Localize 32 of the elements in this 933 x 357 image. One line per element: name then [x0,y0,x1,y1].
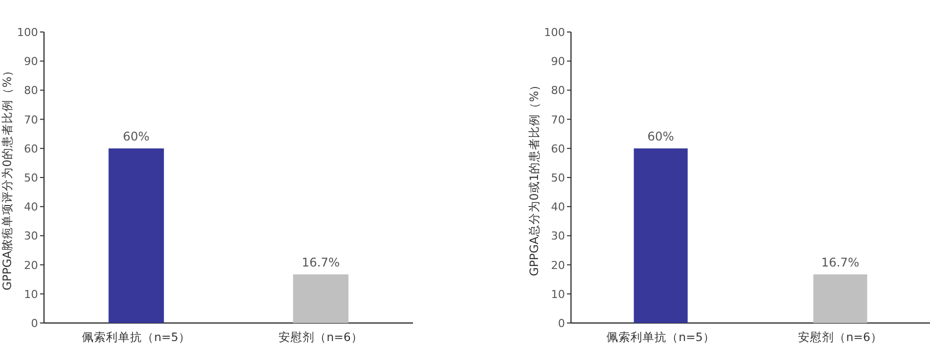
x-tick-label: 佩索利单抗（n=5） [82,330,190,344]
y-axis-title: GPPGA总分为0或1的患者比例（%） [527,78,541,276]
y-tick-label: 60 [24,142,38,156]
y-tick-label: 20 [551,258,565,272]
y-tick-label: 80 [551,84,565,98]
y-tick-label: 70 [24,113,38,126]
y-tick-label: 10 [24,288,38,301]
x-tick-label: 安慰剂（n=6） [278,330,363,344]
y-tick-label: 100 [17,26,38,39]
y-tick-label: 30 [551,230,565,243]
y-tick-label: 90 [24,55,38,68]
y-tick-label: 40 [551,200,565,214]
y-tick-label: 50 [551,172,565,184]
data-label: 16.7% [821,255,860,270]
y-tick-label: 100 [544,26,565,39]
y-tick-label: 70 [551,113,565,126]
data-label: 16.7% [302,255,340,270]
y-tick-label: 0 [31,317,38,330]
data-label: 60% [647,129,674,144]
data-label: 60% [122,129,150,144]
y-tick-label: 60 [551,142,565,156]
y-tick-label: 90 [551,55,565,68]
y-tick-label: 10 [551,288,565,301]
y-tick-label: 0 [558,317,565,330]
y-tick-label: 80 [24,84,38,98]
y-tick-label: 20 [24,258,38,272]
y-tick-label: 40 [24,200,38,214]
x-tick-label: 佩索利单抗（n=5） [606,330,715,344]
y-axis-title: GPPGA脓疱单项评分为0的患者比例（%） [0,64,14,290]
x-tick-label: 安慰剂（n=6） [798,330,882,344]
y-tick-label: 30 [24,230,38,243]
y-tick-label: 50 [24,172,38,184]
